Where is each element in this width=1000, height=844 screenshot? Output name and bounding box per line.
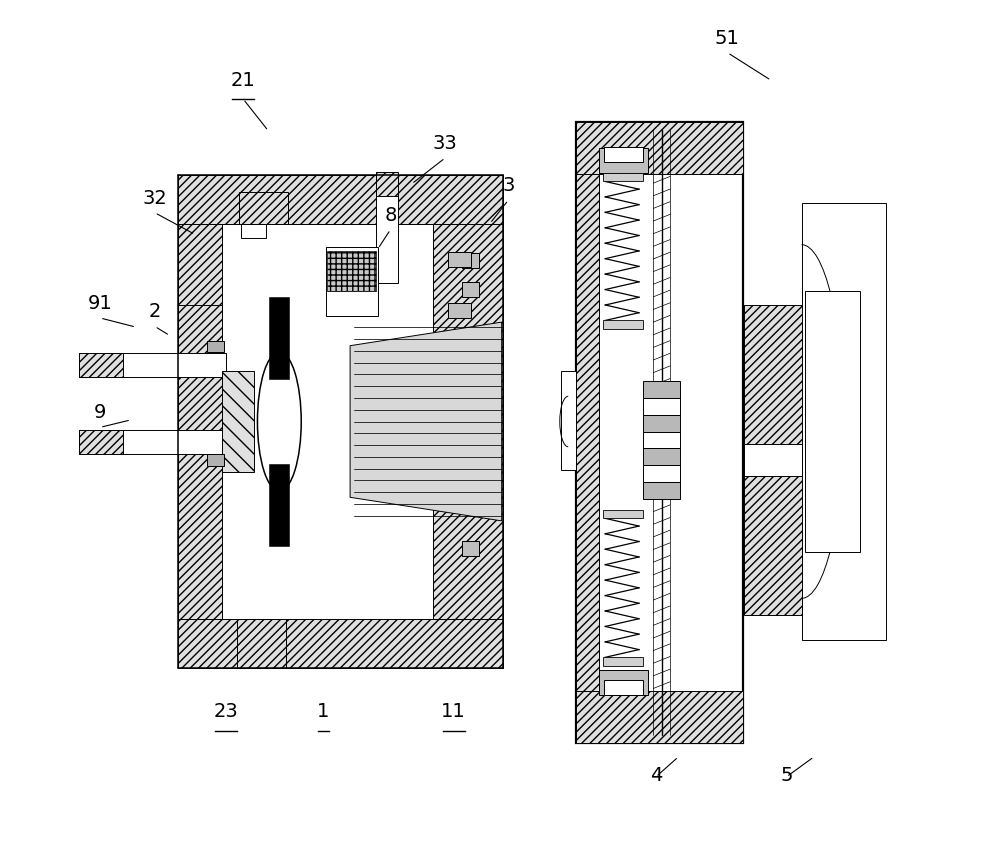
Bar bbox=[576, 122, 743, 175]
Bar bbox=[603, 174, 643, 182]
Bar bbox=[603, 321, 643, 329]
Text: 33: 33 bbox=[433, 134, 458, 153]
Text: 4: 4 bbox=[650, 765, 662, 784]
Bar bbox=[603, 511, 643, 519]
Bar bbox=[643, 398, 680, 415]
Text: 91: 91 bbox=[88, 294, 112, 312]
Bar bbox=[448, 303, 471, 318]
Bar bbox=[643, 483, 680, 500]
Bar bbox=[178, 225, 222, 619]
Bar bbox=[604, 680, 643, 695]
Text: 9: 9 bbox=[94, 403, 106, 422]
Bar bbox=[178, 225, 222, 306]
Bar bbox=[178, 619, 503, 668]
Bar bbox=[599, 670, 648, 695]
Bar bbox=[269, 464, 289, 547]
Ellipse shape bbox=[257, 353, 301, 491]
Bar bbox=[462, 542, 479, 556]
Bar bbox=[79, 430, 123, 454]
Bar bbox=[643, 449, 680, 466]
Bar bbox=[576, 175, 599, 691]
Bar bbox=[802, 203, 886, 641]
Bar bbox=[643, 466, 680, 483]
Bar bbox=[576, 122, 743, 744]
Text: 1: 1 bbox=[317, 701, 329, 721]
Bar bbox=[433, 225, 503, 619]
Text: 11: 11 bbox=[441, 701, 466, 721]
Text: 2: 2 bbox=[149, 302, 161, 321]
Bar bbox=[79, 354, 226, 377]
Bar bbox=[222, 371, 254, 473]
Text: 51: 51 bbox=[715, 29, 740, 47]
Bar bbox=[207, 455, 224, 467]
Bar bbox=[805, 292, 860, 552]
Bar bbox=[448, 253, 471, 268]
Bar bbox=[178, 176, 503, 225]
Bar bbox=[599, 149, 648, 174]
Bar bbox=[603, 657, 643, 666]
Bar bbox=[222, 225, 433, 619]
Bar bbox=[237, 619, 286, 668]
Text: 8: 8 bbox=[384, 205, 397, 225]
Bar bbox=[462, 283, 479, 297]
Bar bbox=[744, 306, 802, 445]
Text: 23: 23 bbox=[214, 701, 239, 721]
Bar bbox=[327, 252, 376, 292]
Polygon shape bbox=[350, 322, 502, 522]
Text: 5: 5 bbox=[780, 765, 793, 784]
Text: 32: 32 bbox=[142, 188, 167, 208]
Text: 3: 3 bbox=[502, 176, 515, 195]
Bar bbox=[744, 477, 802, 615]
Bar bbox=[376, 173, 398, 197]
Bar bbox=[376, 174, 398, 284]
Bar bbox=[239, 192, 288, 225]
Bar bbox=[744, 445, 802, 477]
Bar bbox=[269, 297, 289, 380]
Bar bbox=[241, 225, 266, 239]
Bar bbox=[561, 371, 576, 471]
Bar bbox=[207, 341, 224, 353]
Bar bbox=[643, 381, 680, 398]
Bar bbox=[326, 248, 378, 316]
Bar bbox=[79, 354, 123, 377]
Bar bbox=[79, 430, 226, 454]
Bar bbox=[643, 415, 680, 432]
Bar bbox=[643, 432, 680, 449]
Text: 21: 21 bbox=[231, 71, 255, 89]
Bar bbox=[604, 148, 643, 163]
Bar bbox=[462, 254, 479, 269]
Bar bbox=[576, 691, 743, 744]
